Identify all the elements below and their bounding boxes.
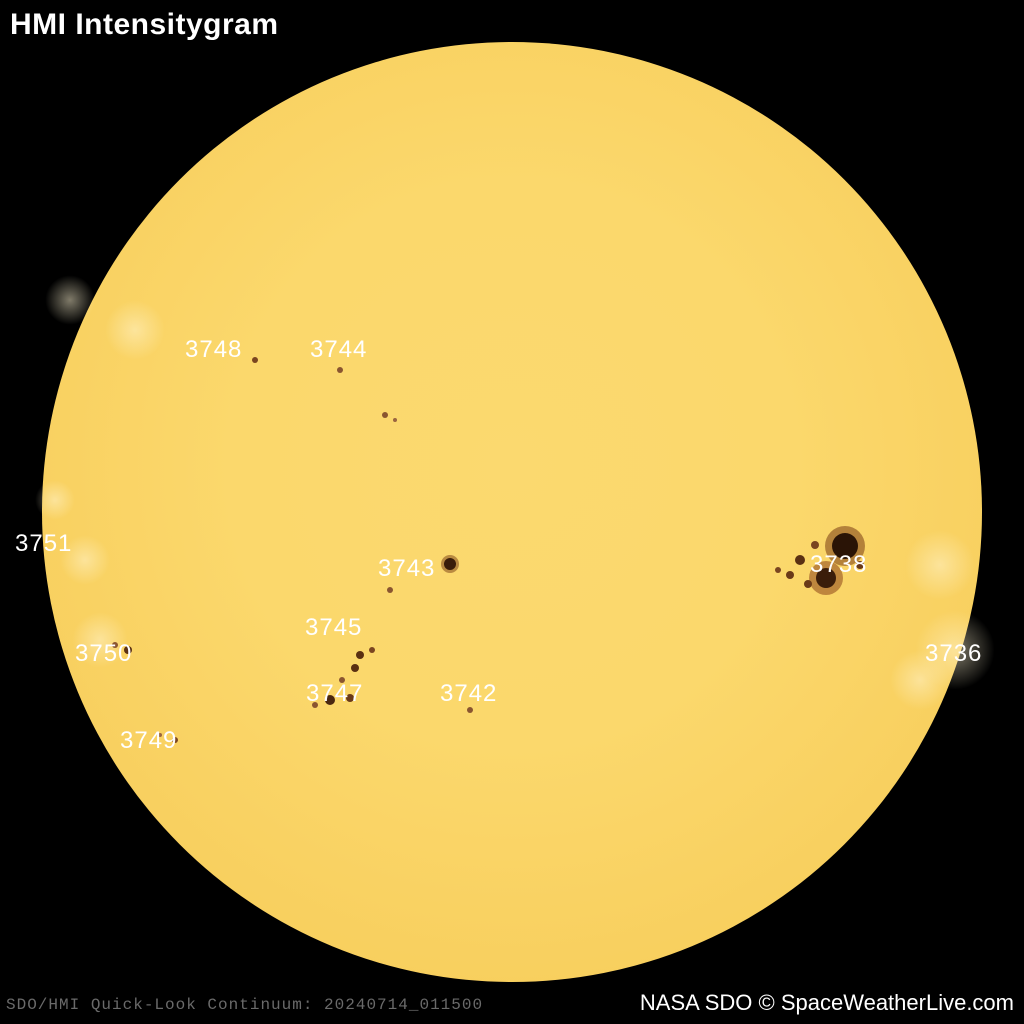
- sunspot-3748: [252, 357, 258, 363]
- sunspot-3744: [393, 418, 397, 422]
- facula: [905, 530, 975, 600]
- sunspot-3743: [387, 587, 393, 593]
- sun-disk: [42, 42, 982, 982]
- facula: [105, 300, 165, 360]
- sunspot-3738: [795, 555, 805, 565]
- sunspot-3738: [775, 567, 781, 573]
- sunspot-3743: [444, 558, 456, 570]
- region-label-3748: 3748: [185, 336, 242, 364]
- region-label-3744: 3744: [310, 336, 367, 364]
- facula: [45, 275, 95, 325]
- footer-left-text: SDO/HMI Quick-Look Continuum: 20240714_0…: [6, 996, 483, 1014]
- sunspot-3745: [369, 647, 375, 653]
- region-label-3736: 3736: [925, 640, 982, 668]
- sunspot-3744: [382, 412, 388, 418]
- sunspot-3745: [356, 651, 364, 659]
- sunspot-3738: [811, 541, 819, 549]
- region-label-3747: 3747: [306, 680, 363, 708]
- sunspot-3738: [786, 571, 794, 579]
- region-label-3738: 3738: [810, 551, 867, 579]
- region-label-3751: 3751: [15, 530, 72, 558]
- page-title: HMI Intensitygram: [10, 8, 279, 42]
- sunspot-3738: [804, 580, 812, 588]
- footer-right-text: NASA SDO © SpaceWeatherLive.com: [640, 990, 1014, 1016]
- region-label-3742: 3742: [440, 680, 497, 708]
- region-label-3749: 3749: [120, 727, 177, 755]
- facula: [35, 480, 75, 520]
- region-label-3745: 3745: [305, 614, 362, 642]
- region-label-3743: 3743: [378, 555, 435, 583]
- sunspot-3744: [337, 367, 343, 373]
- sunspot-3745: [351, 664, 359, 672]
- region-label-3750: 3750: [75, 640, 132, 668]
